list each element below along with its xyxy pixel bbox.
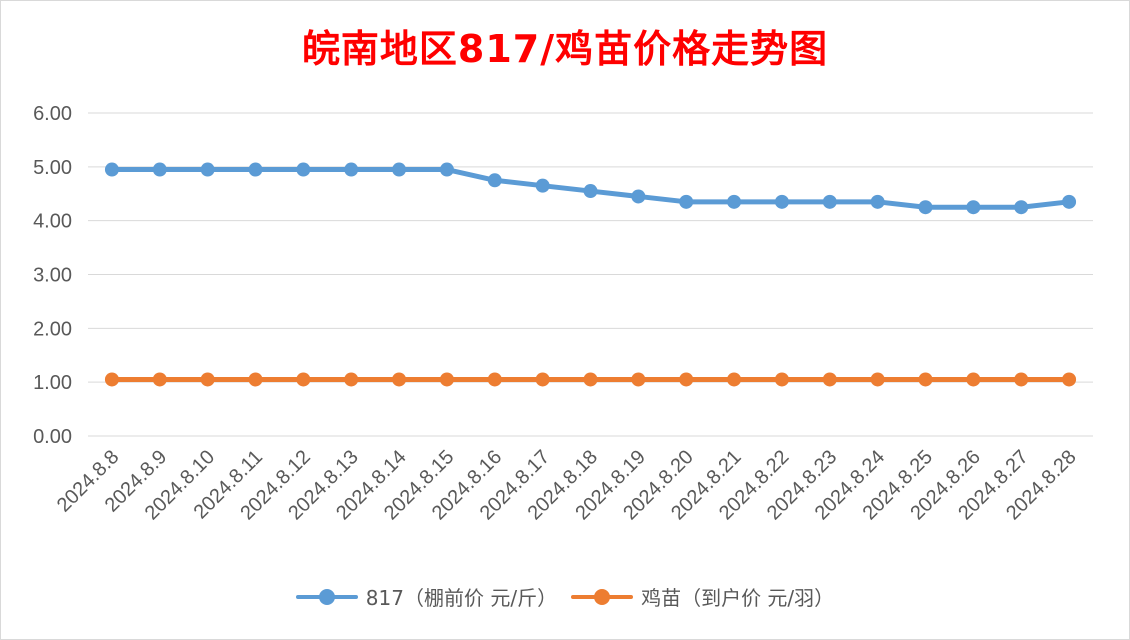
series-lines (104, 162, 1077, 387)
data-point (344, 372, 359, 387)
x-axis-ticks: 2024.8.82024.8.92024.8.102024.8.112024.8… (53, 446, 1081, 524)
data-point (392, 162, 407, 177)
data-point (296, 162, 311, 177)
data-point (727, 372, 742, 387)
data-point (1014, 200, 1029, 215)
y-axis-ticks: 0.00 1.00 2.00 3.00 4.00 5.00 6.00 (33, 103, 72, 448)
data-point (152, 372, 167, 387)
data-point (535, 178, 550, 193)
y-tick-label: 5.00 (33, 157, 72, 179)
data-point (104, 162, 119, 177)
legend-label-817: 817（棚前价 元/斤） (365, 586, 558, 610)
y-tick-label: 4.00 (33, 211, 72, 233)
data-point (679, 194, 694, 209)
data-point (870, 372, 885, 387)
chart-title: 皖南地区817/鸡苗价格走势图 (301, 27, 829, 71)
data-point (631, 372, 646, 387)
legend: 817（棚前价 元/斤） 鸡苗（到户价 元/羽） (0, 582, 1130, 611)
legend-swatch-817 (295, 585, 358, 609)
data-point (248, 162, 263, 177)
data-point (1014, 372, 1029, 387)
legend-item-chick: 鸡苗（到户价 元/羽） (571, 582, 834, 611)
data-point (966, 372, 981, 387)
data-point (1062, 194, 1077, 209)
data-point (583, 184, 598, 199)
data-point (200, 162, 215, 177)
y-tick-label: 3.00 (33, 265, 72, 287)
data-point (631, 189, 646, 204)
data-point (487, 173, 502, 188)
data-point (870, 194, 885, 209)
data-point (822, 194, 837, 209)
data-point (248, 372, 263, 387)
data-point (918, 200, 933, 215)
data-point (439, 162, 454, 177)
data-point (966, 200, 981, 215)
data-point (918, 372, 933, 387)
data-point (822, 372, 837, 387)
data-point (152, 162, 167, 177)
data-point (727, 194, 742, 209)
data-point (344, 162, 359, 177)
y-tick-label: 2.00 (33, 318, 72, 340)
data-point (583, 372, 598, 387)
y-tick-label: 0.00 (33, 426, 72, 448)
data-point (104, 372, 119, 387)
data-point (774, 372, 789, 387)
legend-label-chick: 鸡苗（到户价 元/羽） (641, 586, 835, 610)
data-point (774, 194, 789, 209)
y-tick-label: 1.00 (33, 372, 72, 394)
data-point (439, 372, 454, 387)
data-point (535, 372, 550, 387)
legend-item-817: 817（棚前价 元/斤） (295, 582, 558, 611)
data-point (487, 372, 502, 387)
data-point (1062, 372, 1077, 387)
legend-swatch-chick (571, 585, 634, 609)
y-tick-label: 6.00 (33, 103, 72, 125)
data-point (200, 372, 215, 387)
data-point (679, 372, 694, 387)
gridlines (88, 112, 1093, 437)
data-point (392, 372, 407, 387)
data-point (296, 372, 311, 387)
